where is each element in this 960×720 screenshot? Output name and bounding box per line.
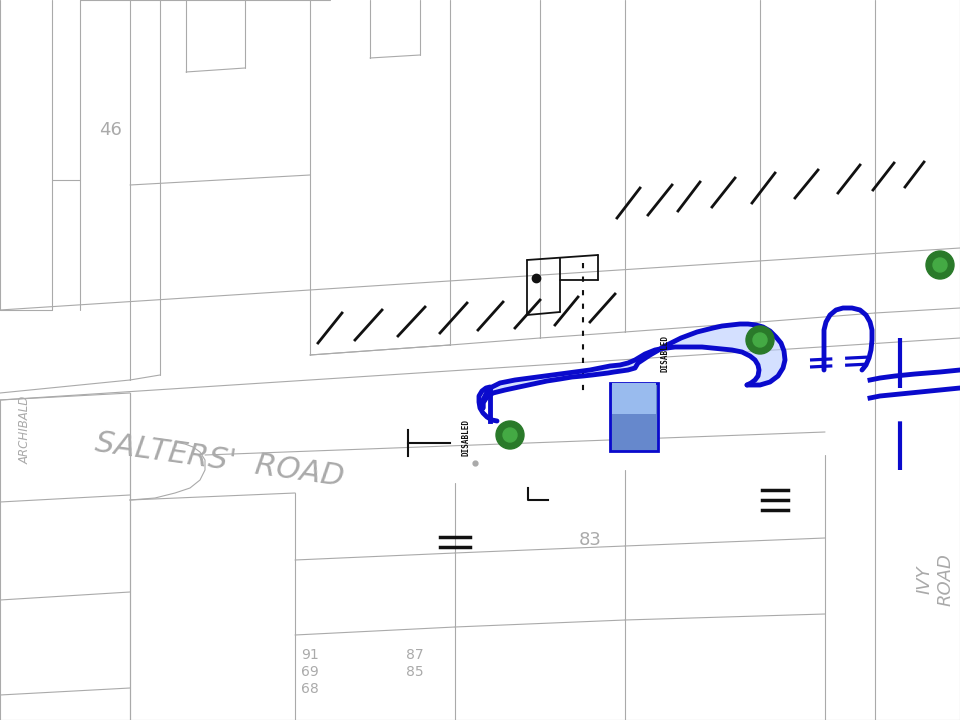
Circle shape — [753, 333, 767, 347]
Text: ARCHIBALD: ARCHIBALD — [18, 396, 32, 464]
Text: 85: 85 — [406, 665, 423, 679]
Circle shape — [933, 258, 947, 272]
Text: 83: 83 — [579, 531, 601, 549]
Text: 46: 46 — [99, 121, 121, 139]
Polygon shape — [483, 324, 785, 408]
Text: DISABLED: DISABLED — [660, 335, 669, 372]
Text: 69: 69 — [301, 665, 319, 679]
Bar — [612, 383, 656, 413]
Bar — [610, 383, 658, 451]
Circle shape — [496, 421, 524, 449]
Circle shape — [746, 326, 774, 354]
Text: IVY
ROAD: IVY ROAD — [916, 554, 954, 606]
Circle shape — [926, 251, 954, 279]
Text: 91: 91 — [301, 648, 319, 662]
Text: 68: 68 — [301, 682, 319, 696]
Circle shape — [503, 428, 517, 442]
Text: 87: 87 — [406, 648, 423, 662]
Text: DISABLED: DISABLED — [462, 420, 470, 456]
Text: SALTERS'  ROAD: SALTERS' ROAD — [94, 428, 347, 492]
